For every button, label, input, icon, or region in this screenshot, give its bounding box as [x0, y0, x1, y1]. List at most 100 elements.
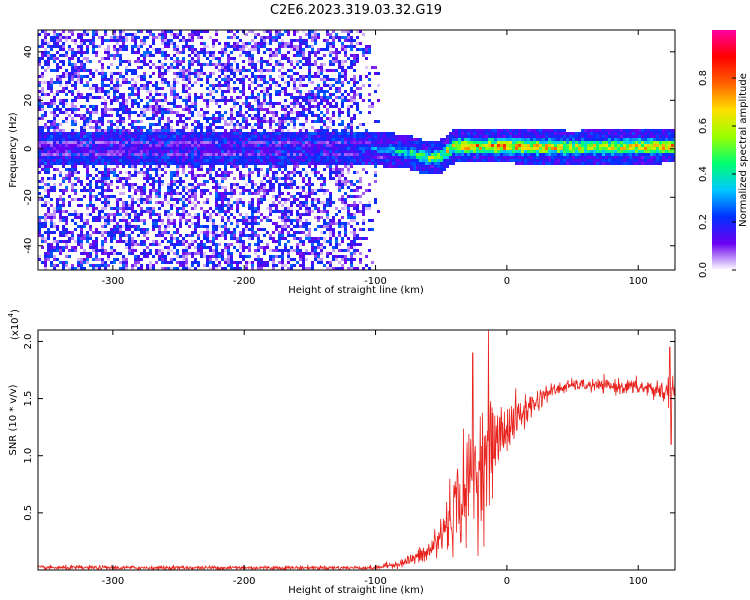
heatmap-cell [245, 138, 248, 141]
heatmap-cell [149, 135, 152, 138]
heatmap-cell [191, 195, 194, 198]
heatmap-cell [89, 204, 92, 207]
heatmap-cell [296, 222, 299, 225]
heatmap-cell [263, 144, 266, 147]
heatmap-cell [110, 129, 113, 132]
heatmap-cell [83, 39, 86, 42]
heatmap-cell [146, 231, 149, 234]
heatmap-cell [332, 267, 335, 270]
heatmap-cell [332, 258, 335, 261]
heatmap-cell [95, 147, 98, 150]
heatmap-cell [233, 165, 236, 168]
heatmap-cell [170, 213, 173, 216]
heatmap-cell [77, 93, 80, 96]
heatmap-cell [236, 30, 239, 33]
heatmap-cell [134, 264, 137, 267]
heatmap-cell [101, 114, 104, 117]
heatmap-cell [272, 132, 275, 135]
heatmap-cell [113, 156, 116, 159]
heatmap-cell [302, 57, 305, 60]
heatmap-cell [107, 129, 110, 132]
heatmap-cell [332, 150, 335, 153]
heatmap-cell [47, 54, 50, 57]
heatmap-cell [251, 105, 254, 108]
heatmap-cell [314, 132, 317, 135]
heatmap-cell [89, 192, 92, 195]
heatmap-cell [224, 228, 227, 231]
heatmap-cell [206, 57, 209, 60]
heatmap-cell [104, 72, 107, 75]
heatmap-cell [290, 258, 293, 261]
heatmap-cell [248, 177, 251, 180]
heatmap-cell [89, 117, 92, 120]
heatmap-cell [131, 150, 134, 153]
heatmap-cell [329, 36, 332, 39]
heatmap-cell [188, 75, 191, 78]
heatmap-cell [254, 66, 257, 69]
heatmap-cell [323, 225, 326, 228]
heatmap-cell [119, 132, 122, 135]
heatmap-cell [272, 261, 275, 264]
heatmap-cell [149, 165, 152, 168]
heatmap-cell [272, 249, 275, 252]
heatmap-cell [224, 90, 227, 93]
heatmap-cell [137, 90, 140, 93]
heatmap-cell [62, 135, 65, 138]
heatmap-cell [305, 234, 308, 237]
heatmap-cell [143, 198, 146, 201]
heatmap-cell [224, 171, 227, 174]
heatmap-cell [239, 162, 242, 165]
heatmap-cell [209, 72, 212, 75]
heatmap-cell [254, 168, 257, 171]
heatmap-cell [293, 231, 296, 234]
heatmap-cell [62, 264, 65, 267]
heatmap-cell [341, 132, 344, 135]
heatmap-cell [224, 249, 227, 252]
heatmap-cell [236, 183, 239, 186]
heatmap-cell [170, 111, 173, 114]
heatmap-cell [134, 111, 137, 114]
heatmap-cell [206, 102, 209, 105]
heatmap-cell [209, 123, 212, 126]
heatmap-cell [110, 72, 113, 75]
heatmap-cell [65, 255, 68, 258]
heatmap-cell [86, 81, 89, 84]
heatmap-cell [269, 204, 272, 207]
heatmap-cell [293, 156, 296, 159]
heatmap-cell [71, 141, 74, 144]
heatmap-cell [338, 108, 341, 111]
heatmap-cell [122, 135, 125, 138]
heatmap-cell [203, 72, 206, 75]
heatmap-cell [80, 63, 83, 66]
heatmap-cell [254, 33, 257, 36]
heatmap-cell [62, 120, 65, 123]
heatmap-cell [137, 129, 140, 132]
heatmap-cell [173, 72, 176, 75]
heatmap-cell [239, 45, 242, 48]
heatmap-cell [251, 204, 254, 207]
heatmap-cell [86, 60, 89, 63]
heatmap-cell [38, 126, 41, 129]
heatmap-cell [116, 252, 119, 255]
heatmap-cell [158, 141, 161, 144]
heatmap-cell [137, 147, 140, 150]
heatmap-cell [230, 195, 233, 198]
heatmap-cell [101, 183, 104, 186]
heatmap-cell [86, 159, 89, 162]
heatmap-cell [197, 30, 200, 33]
heatmap-cell [302, 42, 305, 45]
heatmap-cell [173, 183, 176, 186]
heatmap-cell [254, 207, 257, 210]
heatmap-cell [281, 126, 284, 129]
heatmap-cell [98, 144, 101, 147]
heatmap-cell [194, 147, 197, 150]
heatmap-cell [284, 138, 287, 141]
heatmap-cell [317, 33, 320, 36]
heatmap-cell [71, 144, 74, 147]
heatmap-cell [44, 93, 47, 96]
heatmap-cell [68, 204, 71, 207]
heatmap-cell [257, 108, 260, 111]
heatmap-cell [131, 78, 134, 81]
heatmap-cell [341, 135, 344, 138]
heatmap-cell [305, 108, 308, 111]
